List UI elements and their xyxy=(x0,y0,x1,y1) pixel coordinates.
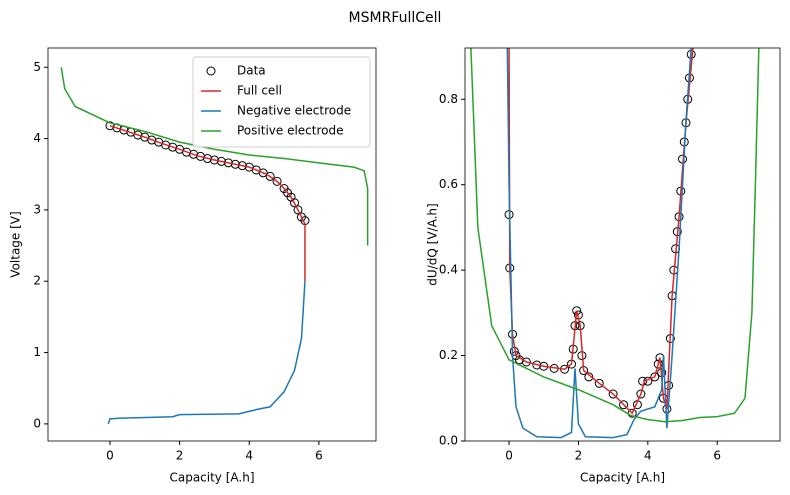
y-tick-label: 0.8 xyxy=(439,92,458,106)
x-tick-label: 4 xyxy=(644,449,652,463)
data-point xyxy=(258,168,268,178)
x-tick-label: 6 xyxy=(315,449,323,463)
data-point xyxy=(594,378,604,388)
legend-label: Negative electrode xyxy=(237,104,351,118)
data-point xyxy=(650,372,660,382)
series-line xyxy=(107,281,306,425)
data-point xyxy=(105,121,115,131)
y-axis-label: dU/dQ [V/A.h] xyxy=(426,203,440,285)
series-line xyxy=(60,67,369,246)
plot-area xyxy=(470,48,760,439)
data-point xyxy=(608,389,618,399)
legend-label: Full cell xyxy=(237,84,282,98)
y-tick-label: 4 xyxy=(33,131,41,145)
series-line xyxy=(506,48,692,439)
data-point xyxy=(619,400,629,410)
x-tick-label: 4 xyxy=(245,449,253,463)
x-tick-label: 6 xyxy=(713,449,721,463)
data-point xyxy=(216,156,226,166)
data-point xyxy=(293,205,303,215)
series-line xyxy=(508,48,694,415)
x-tick-label: 2 xyxy=(176,449,184,463)
legend-label: Positive electrode xyxy=(237,124,344,138)
y-tick-label: 5 xyxy=(33,60,41,74)
data-point xyxy=(237,161,247,171)
data-point xyxy=(196,151,206,161)
data-point xyxy=(230,159,240,169)
x-axis-label: Capacity [A.h] xyxy=(169,471,254,485)
data-point xyxy=(653,359,663,369)
data-point xyxy=(265,171,275,181)
y-axis-label: Voltage [V] xyxy=(9,211,23,277)
x-tick-label: 0 xyxy=(505,449,513,463)
series-line xyxy=(109,125,306,282)
y-tick-label: 1 xyxy=(33,345,41,359)
y-tick-label: 0.0 xyxy=(439,434,458,448)
data-point xyxy=(584,372,594,382)
data-point xyxy=(272,176,282,186)
data-point xyxy=(161,140,171,150)
data-point xyxy=(133,130,143,140)
plot-area xyxy=(60,67,369,425)
data-point xyxy=(223,158,233,168)
data-point xyxy=(147,135,157,145)
y-tick-label: 0.2 xyxy=(439,348,458,362)
data-point xyxy=(290,198,300,208)
data-point xyxy=(209,155,219,165)
data-point xyxy=(182,147,192,157)
x-tick-label: 2 xyxy=(575,449,583,463)
y-tick-label: 0.4 xyxy=(439,263,458,277)
axes-frame xyxy=(464,47,781,442)
y-tick-label: 0 xyxy=(33,416,41,430)
legend-box xyxy=(192,56,371,148)
x-tick-label: 0 xyxy=(106,449,114,463)
y-tick-label: 3 xyxy=(33,202,41,216)
x-axis-label: Capacity [A.h] xyxy=(580,471,665,485)
data-point xyxy=(168,142,178,152)
y-tick-label: 0.6 xyxy=(439,177,458,191)
series-line xyxy=(470,48,760,423)
data-point xyxy=(189,149,199,159)
legend-marker xyxy=(206,66,216,76)
figure-title: MSMRFullCell xyxy=(349,10,442,26)
legend-label: Data xyxy=(237,64,266,78)
y-tick-label: 2 xyxy=(33,274,41,288)
axes-frame xyxy=(47,47,377,442)
data-point xyxy=(636,389,646,399)
data-point xyxy=(521,357,531,367)
